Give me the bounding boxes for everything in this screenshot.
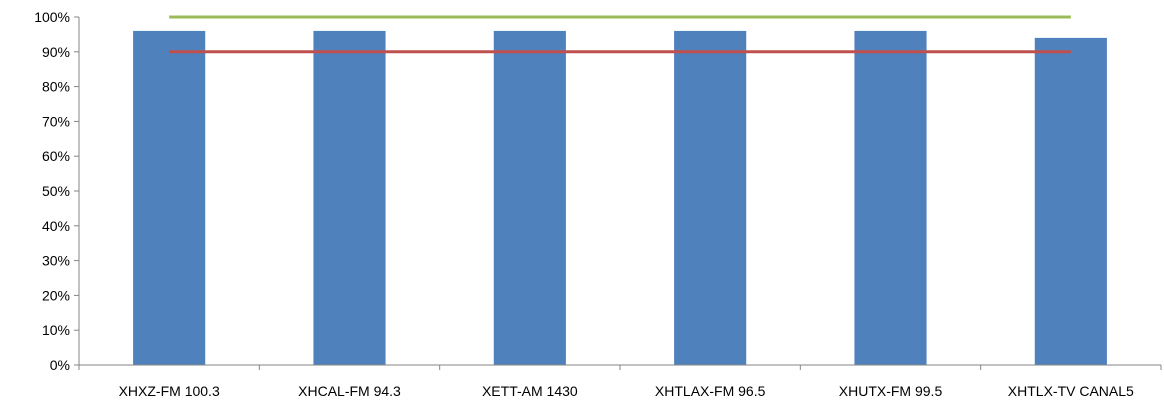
y-tick-label: 60% [42,148,70,164]
y-tick-label: 20% [42,287,70,303]
bar-xhtlax-fm-96-5 [674,30,747,365]
bar-xhutx-fm-99-5 [854,30,927,365]
bars [133,30,1107,365]
x-axis: XHXZ-FM 100.3 XHCAL-FM 94.3 XETT-AM 1430 XH… [78,364,1162,399]
y-tick-label: 70% [42,113,70,129]
bar-xhxz-fm-100-3 [133,30,206,365]
bar-xhtlx-tv-canal5 [1034,37,1107,365]
y-axis: 0% 10% 20% 30% 40% 50% 60% 70% 80% 90% 100% [34,9,80,373]
y-tick-label: 90% [42,44,70,60]
y-tick-label: 80% [42,79,70,95]
y-tick-label: 30% [42,253,70,269]
y-tick-label: 100% [34,9,70,25]
bar-xett-am-1430 [493,30,566,365]
y-tick-label: 0% [50,357,70,373]
x-category-label: XHTLX-TV CANAL5 [1008,383,1134,399]
x-category-label: XHTLAX-FM 96.5 [655,383,766,399]
x-category-label: XETT-AM 1430 [482,383,578,399]
y-tick-label: 10% [42,322,70,338]
x-category-label: XHCAL-FM 94.3 [298,383,401,399]
bar-xhcal-fm-94-3 [313,30,386,365]
reference-lines [169,15,1071,54]
x-category-label: XHXZ-FM 100.3 [119,383,220,399]
x-category-label: XHUTX-FM 99.5 [839,383,943,399]
y-tick-label: 40% [42,218,70,234]
y-tick-label: 50% [42,183,70,199]
